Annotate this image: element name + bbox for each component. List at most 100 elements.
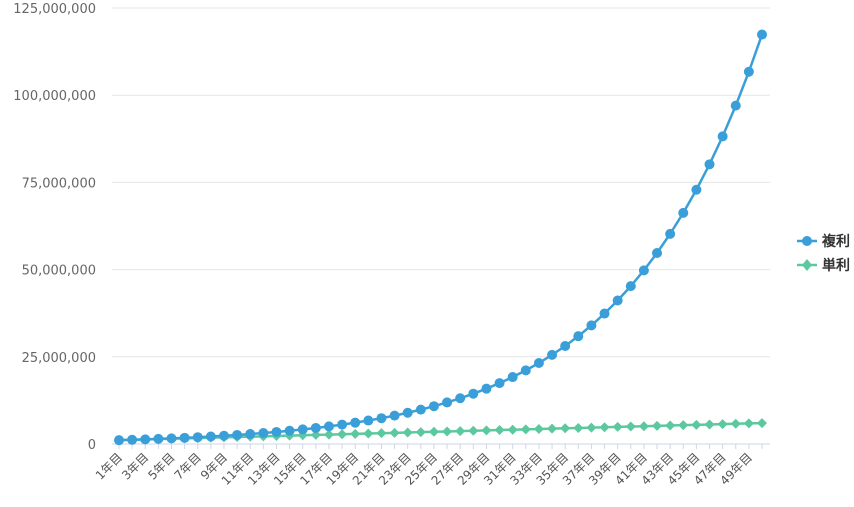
- data-point-circle[interactable]: [547, 349, 558, 360]
- data-point-circle[interactable]: [442, 397, 453, 408]
- data-point-diamond[interactable]: [310, 429, 321, 440]
- data-point-circle[interactable]: [507, 372, 518, 383]
- y-tick-label: 50,000,000: [22, 264, 96, 279]
- data-point-diamond[interactable]: [415, 427, 426, 438]
- legend-label-simple: 単利: [822, 257, 850, 274]
- data-point-circle[interactable]: [376, 413, 387, 424]
- data-point-circle[interactable]: [114, 435, 124, 446]
- data-point-diamond[interactable]: [757, 418, 767, 429]
- data-point-diamond[interactable]: [638, 421, 649, 432]
- data-point-circle[interactable]: [691, 184, 702, 195]
- data-point-diamond[interactable]: [507, 424, 518, 435]
- data-point-circle[interactable]: [323, 421, 334, 432]
- data-point-circle[interactable]: [743, 66, 754, 77]
- data-point-circle[interactable]: [678, 207, 689, 218]
- data-point-diamond[interactable]: [652, 420, 663, 431]
- data-point-diamond[interactable]: [573, 422, 584, 433]
- data-point-circle[interactable]: [140, 434, 151, 445]
- y-tick-label: 0: [88, 438, 96, 453]
- data-point-diamond[interactable]: [730, 418, 741, 429]
- data-point-diamond[interactable]: [428, 426, 439, 437]
- data-point-circle[interactable]: [153, 433, 164, 444]
- data-point-circle[interactable]: [245, 429, 256, 440]
- data-point-circle[interactable]: [310, 422, 321, 433]
- data-point-circle[interactable]: [337, 419, 348, 430]
- legend-item-compound[interactable]: 複利: [797, 233, 850, 250]
- data-point-circle[interactable]: [625, 281, 636, 292]
- data-point-circle[interactable]: [560, 340, 571, 351]
- data-point-circle[interactable]: [258, 428, 269, 439]
- y-tick-label: 75,000,000: [22, 176, 96, 191]
- data-point-circle[interactable]: [612, 295, 623, 306]
- data-point-diamond[interactable]: [389, 427, 400, 438]
- data-point-circle[interactable]: [284, 425, 295, 436]
- data-point-diamond[interactable]: [520, 424, 531, 435]
- y-axis: 0 25,000,000 50,000,000 75,000,000 100,000,0…: [13, 2, 96, 453]
- data-point-circle[interactable]: [481, 383, 492, 394]
- x-axis: 1年目3年目5年目7年目9年目11年目13年目15年目17年目19年目21年目2…: [93, 443, 770, 488]
- data-point-diamond[interactable]: [533, 424, 544, 435]
- data-point-diamond[interactable]: [704, 419, 715, 430]
- data-point-circle[interactable]: [415, 404, 426, 415]
- data-point-circle[interactable]: [468, 388, 479, 399]
- data-point-circle[interactable]: [455, 393, 466, 404]
- data-point-diamond[interactable]: [481, 425, 492, 436]
- data-point-circle[interactable]: [127, 434, 138, 445]
- data-point-diamond[interactable]: [337, 429, 348, 440]
- data-point-circle[interactable]: [730, 100, 741, 111]
- data-point-circle[interactable]: [205, 431, 216, 442]
- legend-label-compound: 複利: [821, 233, 850, 250]
- data-point-circle[interactable]: [363, 415, 374, 426]
- data-point-diamond[interactable]: [678, 420, 689, 431]
- data-point-diamond[interactable]: [494, 425, 505, 436]
- data-point-diamond[interactable]: [402, 427, 413, 438]
- data-point-diamond[interactable]: [743, 418, 754, 429]
- data-point-circle[interactable]: [717, 131, 728, 142]
- data-point-circle[interactable]: [638, 265, 649, 276]
- data-point-circle[interactable]: [573, 331, 584, 342]
- legend-item-simple[interactable]: 単利: [797, 257, 850, 274]
- data-point-circle[interactable]: [586, 320, 597, 331]
- data-point-diamond[interactable]: [560, 423, 571, 434]
- data-point-circle[interactable]: [389, 410, 400, 421]
- series-compound: [114, 29, 767, 446]
- data-point-circle[interactable]: [599, 308, 610, 319]
- data-point-circle[interactable]: [428, 401, 439, 412]
- data-point-circle[interactable]: [520, 365, 531, 376]
- data-point-circle[interactable]: [271, 426, 282, 437]
- data-point-diamond[interactable]: [625, 421, 636, 432]
- data-point-diamond[interactable]: [442, 426, 453, 437]
- data-point-circle[interactable]: [350, 417, 361, 428]
- y-tick-label: 100,000,000: [13, 89, 96, 104]
- data-point-circle[interactable]: [652, 247, 663, 258]
- data-point-circle[interactable]: [533, 357, 544, 368]
- data-point-diamond[interactable]: [323, 429, 334, 440]
- data-point-diamond[interactable]: [612, 421, 623, 432]
- data-point-circle[interactable]: [704, 159, 715, 170]
- data-point-diamond[interactable]: [468, 425, 479, 436]
- x-tick-label: 5年目: [145, 450, 177, 482]
- data-point-circle[interactable]: [192, 432, 203, 443]
- legend: 複利 単利: [797, 233, 850, 274]
- data-point-diamond[interactable]: [717, 419, 728, 430]
- data-point-circle[interactable]: [494, 378, 505, 389]
- data-point-diamond[interactable]: [665, 420, 676, 431]
- data-point-circle[interactable]: [166, 433, 177, 444]
- data-point-circle[interactable]: [757, 29, 767, 40]
- data-point-circle[interactable]: [218, 430, 229, 441]
- data-point-diamond[interactable]: [691, 419, 702, 430]
- data-point-circle[interactable]: [297, 424, 308, 435]
- data-point-circle[interactable]: [179, 432, 190, 443]
- data-point-diamond[interactable]: [455, 426, 466, 437]
- data-point-diamond[interactable]: [363, 428, 374, 439]
- data-point-circle[interactable]: [232, 429, 243, 440]
- data-point-diamond[interactable]: [350, 428, 361, 439]
- x-tick-label: 7年目: [172, 450, 204, 482]
- data-point-diamond[interactable]: [376, 428, 387, 439]
- data-point-circle[interactable]: [402, 407, 413, 418]
- data-point-diamond[interactable]: [547, 423, 558, 434]
- y-tick-label: 125,000,000: [13, 2, 96, 17]
- data-point-circle[interactable]: [665, 228, 676, 239]
- data-point-diamond[interactable]: [586, 422, 597, 433]
- data-point-diamond[interactable]: [599, 422, 610, 433]
